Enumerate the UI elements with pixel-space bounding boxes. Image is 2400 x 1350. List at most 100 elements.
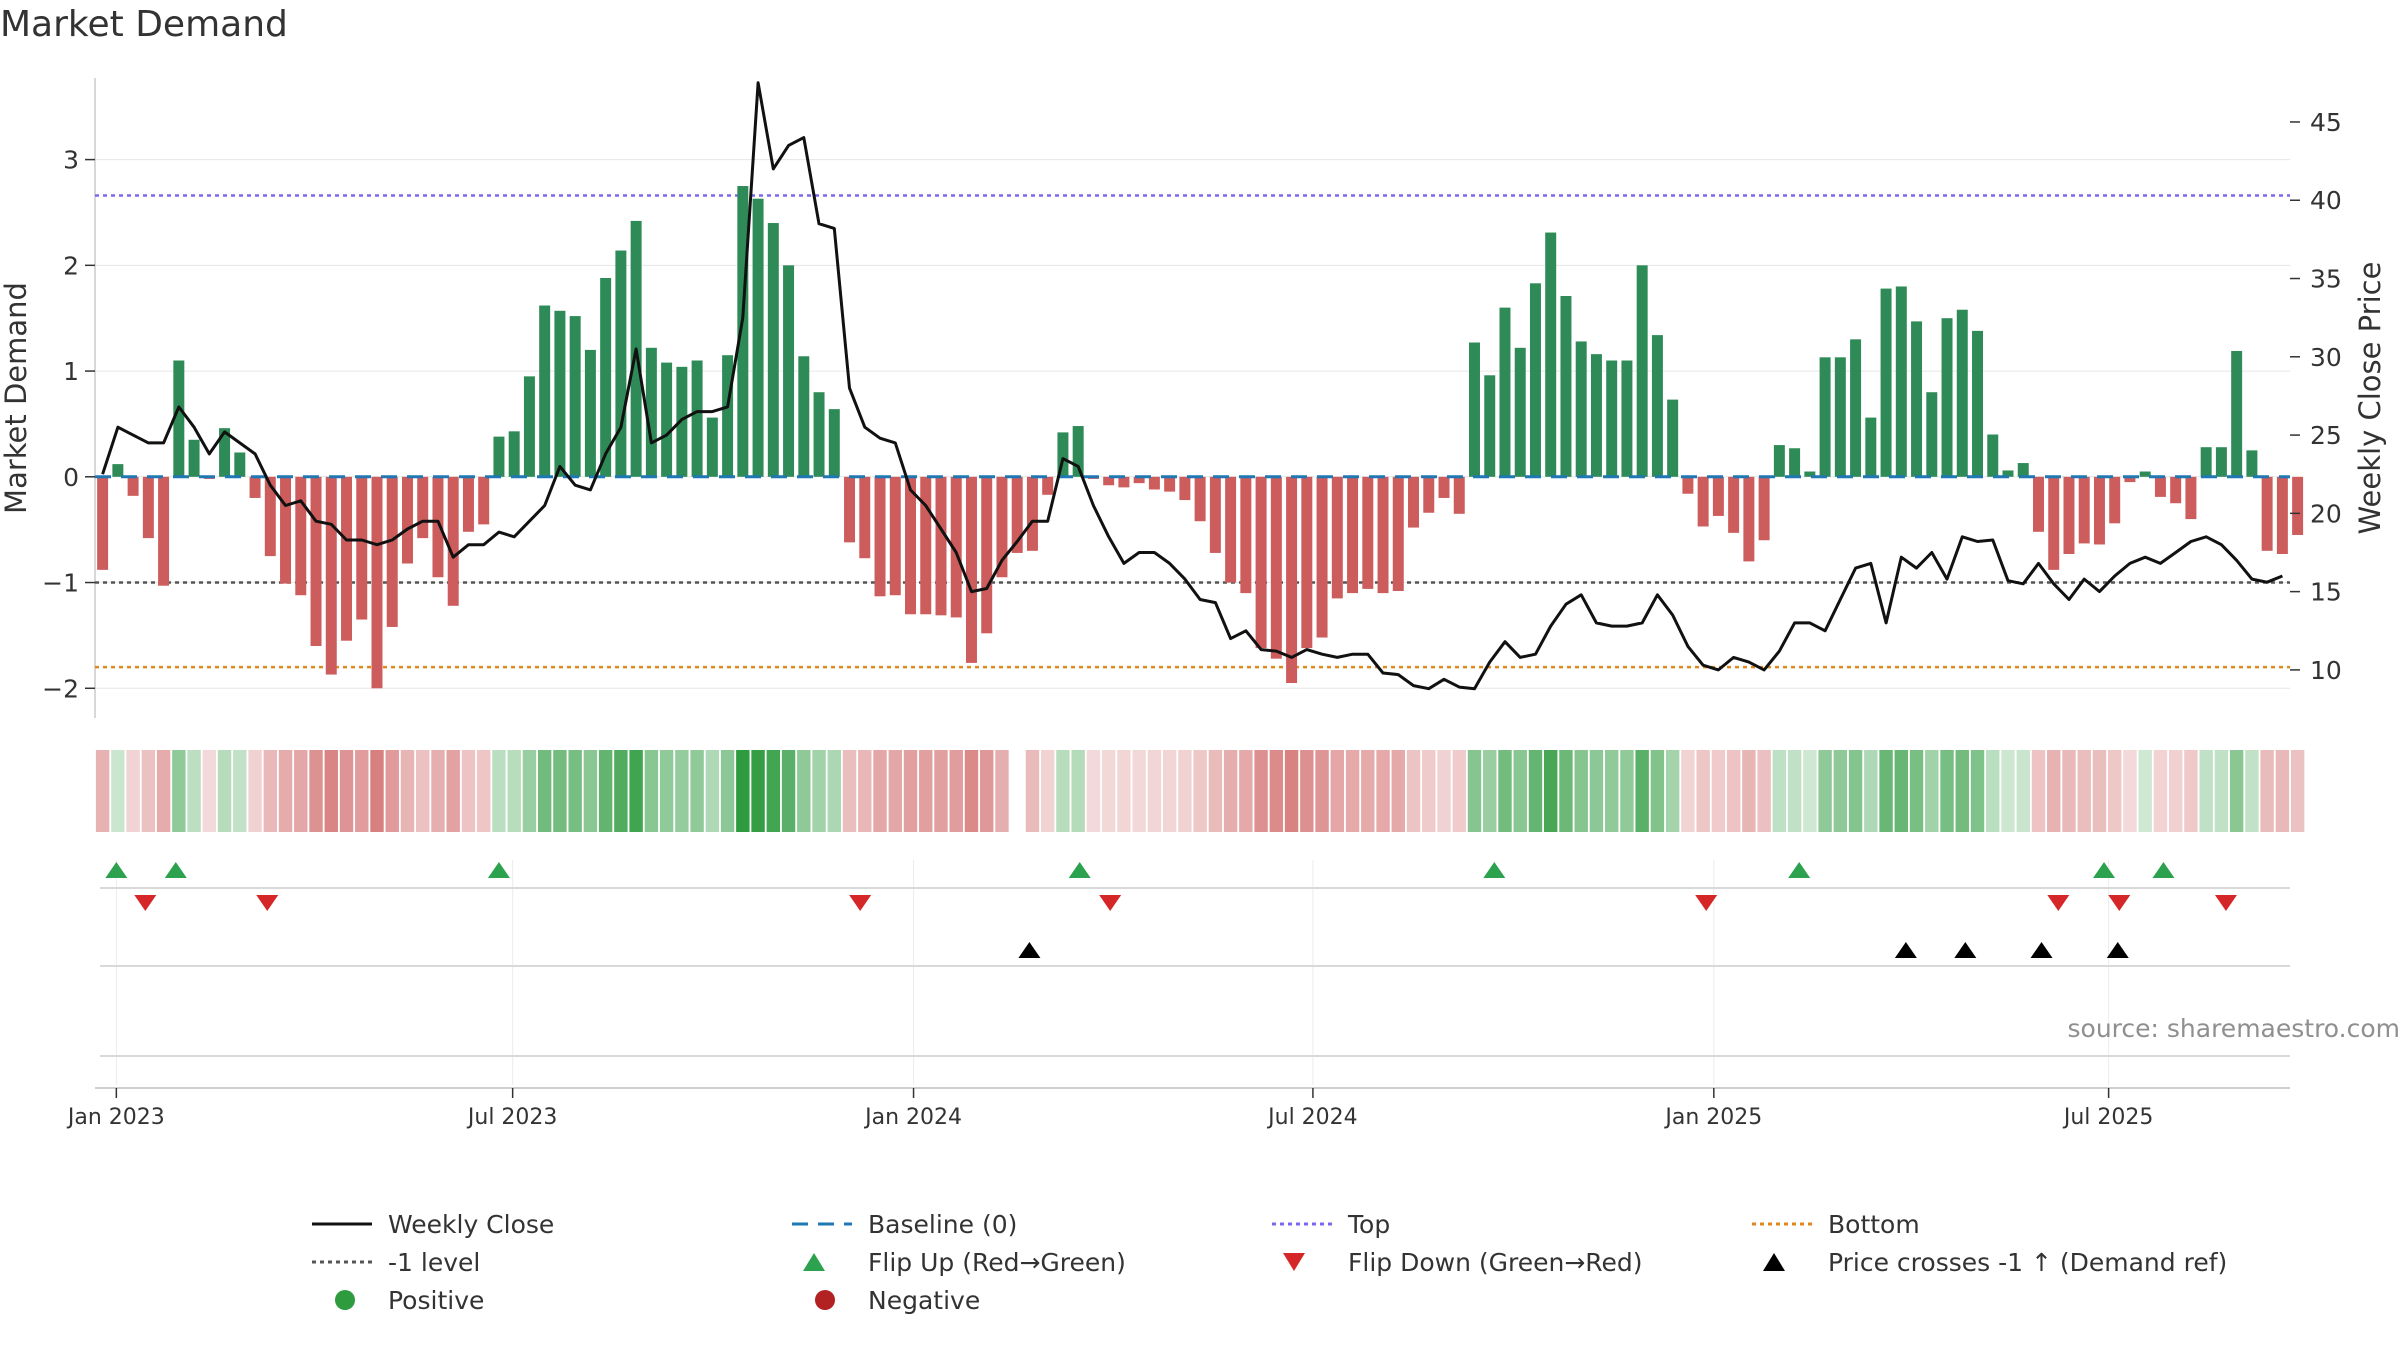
- heat-cell: [675, 750, 689, 832]
- demand-bar: [1834, 357, 1846, 477]
- demand-bar: [965, 476, 977, 663]
- price-cross-marker: [2106, 942, 2129, 958]
- heat-cell: [1467, 750, 1482, 832]
- demand-bar: [1026, 476, 1038, 551]
- demand-bar: [1606, 360, 1618, 477]
- demand-bar: [1529, 283, 1541, 477]
- price-cross-marker: [1018, 942, 1041, 958]
- heat-cell: [2275, 750, 2290, 832]
- heat-cell: [141, 750, 156, 832]
- heat-cell: [1635, 750, 1649, 832]
- heat-cell: [720, 750, 735, 832]
- heat-cell: [1955, 750, 1969, 832]
- heat-cell: [995, 750, 1009, 832]
- demand-bar: [1240, 476, 1252, 594]
- legend-label: -1 level: [388, 1247, 481, 1277]
- demand-bar: [2170, 476, 2182, 504]
- demand-bar: [249, 476, 261, 498]
- heat-cell: [1269, 750, 1284, 832]
- heat-cell: [812, 750, 826, 832]
- heat-cell: [172, 750, 186, 832]
- heat-cell: [1483, 750, 1497, 832]
- demand-bar: [1392, 476, 1404, 591]
- heat-cell: [492, 750, 506, 832]
- demand-bar: [1377, 476, 1389, 594]
- heat-cell: [2290, 750, 2305, 832]
- demand-bar: [1972, 330, 1984, 477]
- demand-bar: [1484, 375, 1496, 477]
- legend-label: Flip Up (Red→Green): [868, 1247, 1126, 1277]
- demand-bar: [767, 223, 779, 477]
- heat-cell: [95, 750, 110, 832]
- demand-bar: [310, 476, 322, 646]
- demand-bar: [523, 376, 535, 477]
- heat-cell: [1284, 750, 1299, 832]
- heat-cell: [1040, 750, 1055, 832]
- heat-cell: [1726, 750, 1741, 832]
- heat-cell: [385, 750, 399, 832]
- demand-bar: [2231, 350, 2243, 477]
- demand-bar: [1789, 448, 1801, 477]
- heat-cell: [1528, 750, 1543, 832]
- heat-cell: [400, 750, 415, 832]
- heat-cell: [2001, 750, 2015, 832]
- heat-cell: [2168, 750, 2183, 832]
- heat-cell: [2062, 750, 2076, 832]
- demand-bar: [1651, 335, 1663, 477]
- heat-cell: [355, 750, 369, 832]
- y2-axis-label: Weekly Close Price: [2353, 262, 2387, 535]
- demand-bar: [1697, 476, 1709, 527]
- heat-cell: [248, 750, 262, 832]
- heat-cell: [2047, 750, 2061, 832]
- heat-cell: [2107, 750, 2122, 832]
- flip-up-marker: [1483, 862, 1506, 878]
- y2-tick-label: 45: [2310, 108, 2342, 137]
- heat-cell: [1086, 750, 1101, 832]
- heat-cell: [827, 750, 841, 832]
- flip-down-marker: [2108, 895, 2131, 911]
- heat-cell: [659, 750, 674, 832]
- demand-bar: [2276, 476, 2288, 554]
- demand-bar: [1941, 318, 1953, 477]
- demand-bar: [1133, 476, 1145, 484]
- triangle-up-icon: [1763, 1253, 1785, 1271]
- demand-bar: [1987, 434, 1999, 477]
- demand-bar: [905, 476, 916, 615]
- heat-cell: [1940, 750, 1954, 832]
- legend-dotted-line-icon: [312, 1260, 372, 1264]
- demand-bar: [1011, 476, 1023, 553]
- heat-cell: [1117, 750, 1131, 832]
- y-tick-label: 1: [63, 357, 79, 386]
- heat-cell: [309, 750, 323, 832]
- legend-label: Baseline (0): [868, 1209, 1018, 1239]
- heat-cell: [964, 750, 979, 832]
- demand-bar: [1408, 476, 1420, 528]
- demand-bar: [1621, 360, 1633, 477]
- demand-bar: [1682, 476, 1694, 494]
- demand-bar: [554, 310, 566, 477]
- heat-cell: [537, 750, 552, 832]
- x-tick-label: Jul 2025: [2062, 1105, 2154, 1130]
- source-credit: source: sharemaestro.com: [2067, 1014, 2400, 1043]
- heat-cell: [751, 750, 765, 832]
- heat-cell: [2123, 750, 2137, 832]
- demand-bar: [1286, 476, 1298, 683]
- demand-bar: [1895, 286, 1907, 477]
- heat-cell: [2077, 750, 2091, 832]
- demand-bar: [2139, 471, 2151, 477]
- heat-cell: [1833, 750, 1848, 832]
- demand-bar: [1865, 417, 1877, 477]
- flip-down-marker: [2214, 895, 2237, 911]
- legend-dotted-line-icon: [1752, 1222, 1812, 1226]
- demand-bar: [1148, 476, 1160, 490]
- demand-bar: [2093, 476, 2105, 545]
- demand-bar: [889, 476, 901, 596]
- heat-cell: [1162, 750, 1177, 832]
- legend-item-positive: Positive: [312, 1281, 484, 1319]
- demand-bar: [447, 476, 459, 606]
- heat-cell: [1071, 750, 1085, 832]
- heat-cell: [598, 750, 613, 832]
- heat-cell: [1361, 750, 1375, 832]
- heat-cell: [507, 750, 521, 832]
